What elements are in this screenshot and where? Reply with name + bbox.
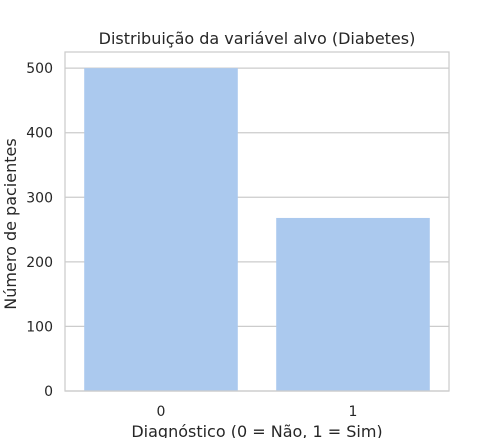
y-tick-label: 400 xyxy=(26,126,53,142)
x-tick-label: 0 xyxy=(157,404,166,420)
y-axis-label: Número de pacientes xyxy=(1,138,20,309)
x-tick-label: 1 xyxy=(349,404,358,420)
x-axis-label: Diagnóstico (0 = Não, 1 = Sim) xyxy=(131,422,382,438)
y-tick-label: 100 xyxy=(26,319,53,335)
y-tick-label: 200 xyxy=(26,255,53,271)
chart-title: Distribuição da variável alvo (Diabetes) xyxy=(99,29,416,48)
plot-frame xyxy=(64,51,450,392)
bars xyxy=(84,68,430,392)
bar-1 xyxy=(276,217,430,391)
y-tick-labels: 0 100 200 300 400 500 xyxy=(26,61,53,400)
y-tick-label: 0 xyxy=(44,384,53,400)
y-tick-label: 500 xyxy=(26,61,53,77)
bar-0 xyxy=(84,68,238,392)
y-tick-label: 300 xyxy=(26,190,53,206)
